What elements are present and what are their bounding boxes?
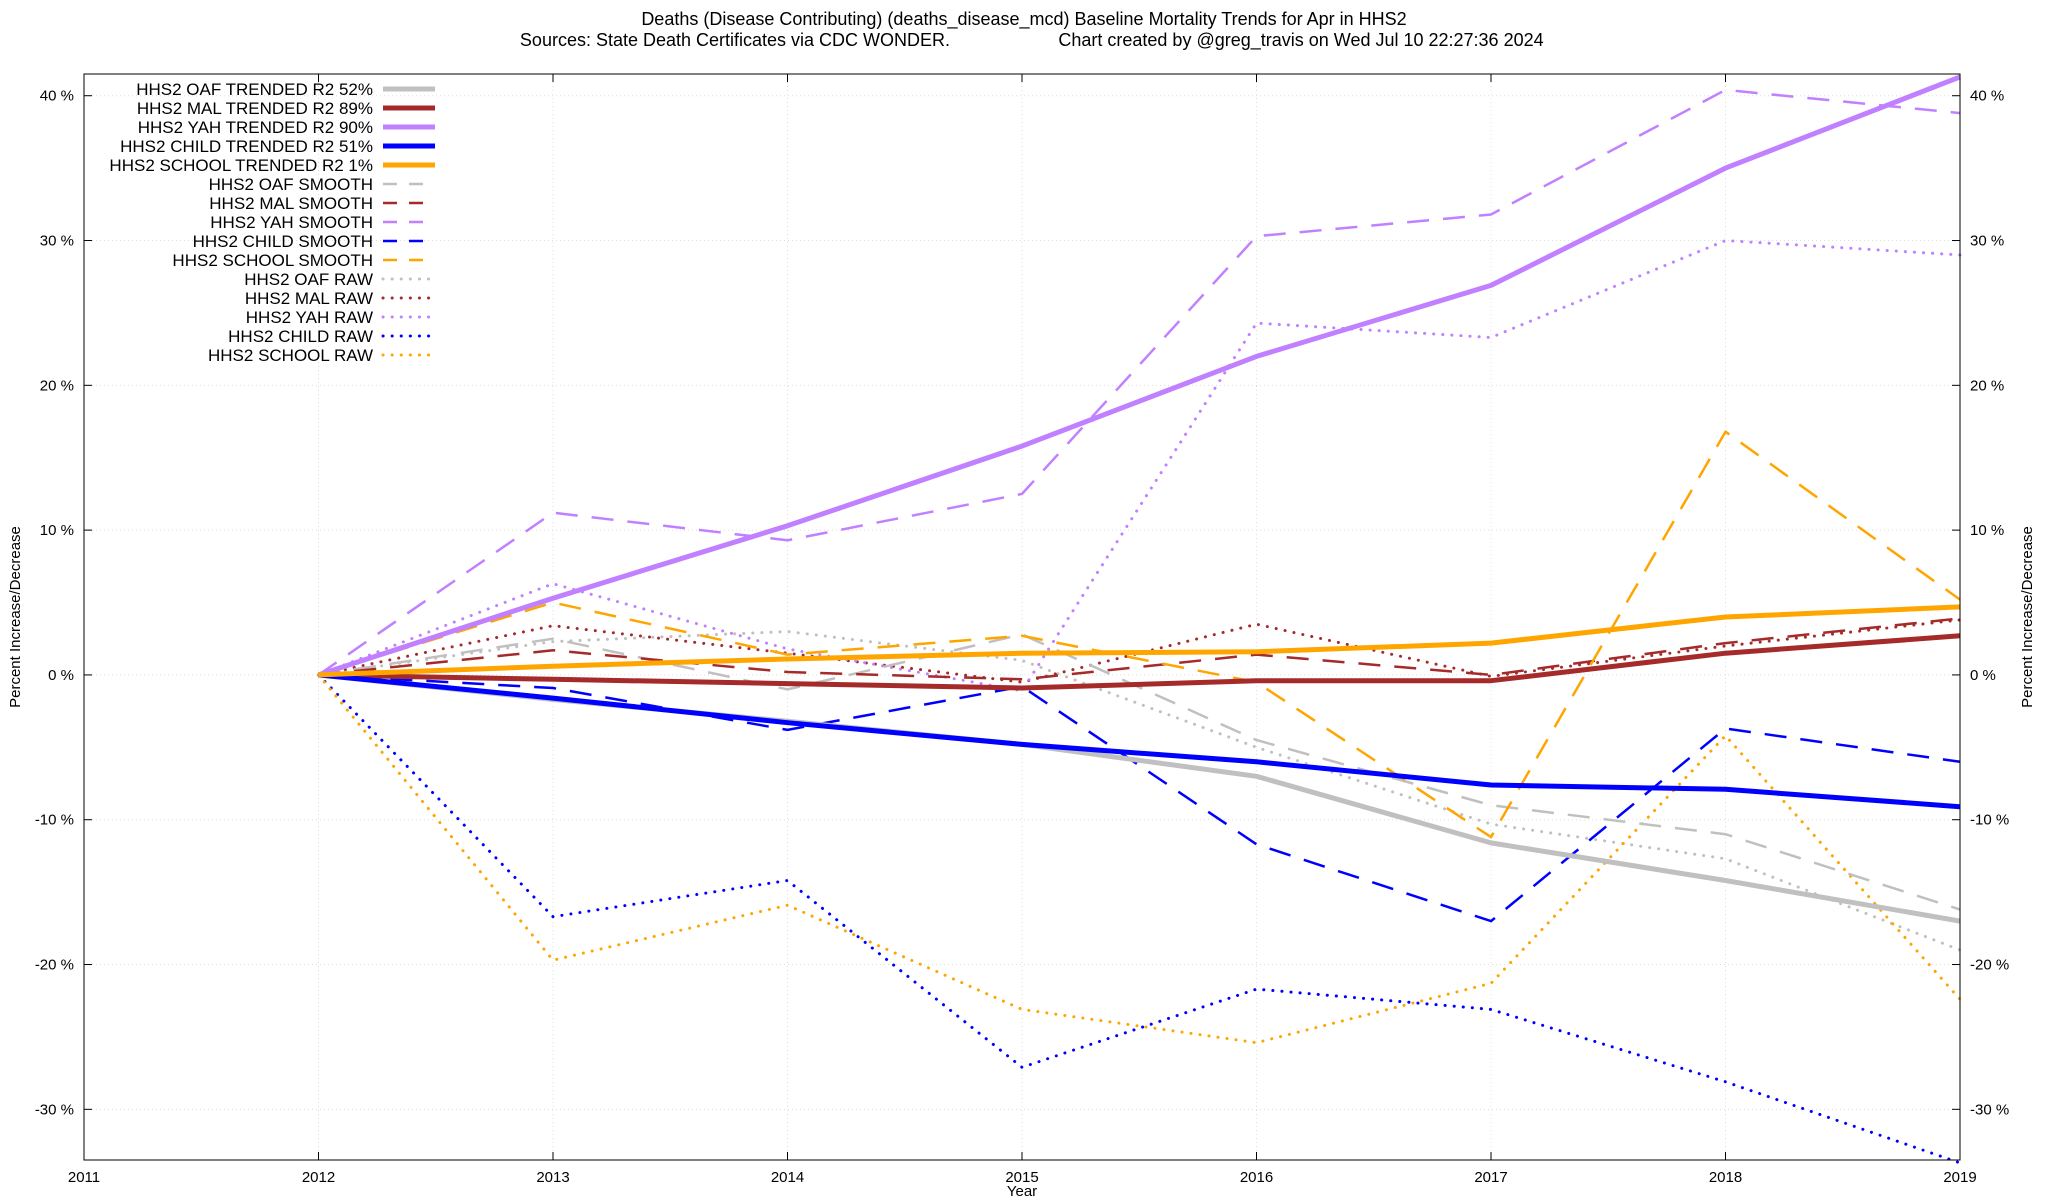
legend-label: HHS2 OAF SMOOTH (209, 175, 373, 194)
y-axis-label: Percent Increase/Decrease (7, 526, 24, 708)
chart-title: Deaths (Disease Contributing) (deaths_di… (641, 9, 1406, 30)
legend-label: HHS2 MAL TRENDED R2 89% (137, 99, 373, 118)
series-line-oaf-smooth (318, 633, 1961, 911)
series-line-child-trended (318, 672, 1961, 810)
y-tick-label: 10 % (40, 522, 74, 539)
x-axis-label: Year (1007, 1183, 1037, 1200)
series-line-oaf-raw (317, 630, 1962, 952)
series-layer (317, 74, 1962, 1165)
legend-label: HHS2 SCHOOL SMOOTH (172, 251, 373, 270)
series-line-school-smooth (318, 430, 1961, 839)
y-tick-label: -20 % (35, 957, 74, 974)
chart-subtitle-sources: Sources: State Death Certificates via CD… (520, 30, 950, 50)
y2-tick-label: 30 % (1970, 233, 2004, 250)
legend-label: HHS2 SCHOOL RAW (208, 346, 373, 365)
y2-tick-label: -20 % (1970, 957, 2009, 974)
x-tick-label: 2016 (1240, 1169, 1273, 1186)
legend-label: HHS2 CHILD RAW (228, 327, 373, 346)
x-tick-label: 2019 (1943, 1169, 1976, 1186)
y2-tick-label: -30 % (1970, 1101, 2009, 1118)
y-tick-label: 20 % (40, 377, 74, 394)
series-line-yah-raw (317, 239, 1962, 693)
x-tick-label: 2015 (1005, 1169, 1038, 1186)
x-tick-label: 2012 (302, 1169, 335, 1186)
series-line-yah-trended (317, 74, 1961, 678)
y2-tick-label: 10 % (1970, 522, 2004, 539)
series-line-child-smooth (318, 673, 1961, 923)
legend-label: HHS2 YAH SMOOTH (210, 213, 373, 232)
legend-label: HHS2 OAF RAW (244, 270, 373, 289)
axis-ticks: 2011 2012 2013 2014 2015 2016 2017 2018 2019 -30 … (35, 74, 2009, 1186)
series-line-school-raw (317, 673, 1962, 1045)
legend-label: HHS2 SCHOOL TRENDED R2 1% (109, 156, 373, 175)
y-tick-label: -10 % (35, 812, 74, 829)
legend-label: HHS2 MAL RAW (245, 289, 373, 308)
y-tick-label: 0 % (48, 667, 74, 684)
y2-tick-label: 40 % (1970, 88, 2004, 105)
series-line-mal-raw (317, 618, 1962, 684)
series-line-mal-smooth (318, 617, 1961, 681)
x-tick-label: 2018 (1709, 1169, 1742, 1186)
legend-label: HHS2 OAF TRENDED R2 52% (136, 80, 373, 99)
y2-tick-label: -10 % (1970, 812, 2009, 829)
y-tick-label: 30 % (40, 233, 74, 250)
x-tick-label: 2013 (536, 1169, 569, 1186)
x-tick-label: 2017 (1474, 1169, 1507, 1186)
chart-titles: Deaths (Disease Contributing) (deaths_di… (520, 9, 1544, 51)
axis-labels: Year Percent Increase/Decrease Percent I… (7, 526, 2036, 1200)
legend-label: HHS2 CHILD SMOOTH (193, 232, 373, 251)
series-line-yah-smooth (317, 88, 1961, 676)
legend: HHS2 OAF TRENDED R2 52%HHS2 MAL TRENDED … (109, 80, 437, 365)
series-line-school-trended (318, 604, 1961, 678)
legend-label: HHS2 CHILD TRENDED R2 51% (120, 137, 373, 156)
y2-tick-label: 0 % (1970, 667, 1996, 684)
y2-axis-label: Percent Increase/Decrease (2019, 526, 2036, 708)
y-tick-label: -30 % (35, 1101, 74, 1118)
series-line-mal-trended (318, 633, 1961, 691)
series-line-oaf-trended (318, 672, 1961, 924)
legend-label: HHS2 YAH TRENDED R2 90% (138, 118, 373, 137)
chart-subtitle-credit: Chart created by @greg_travis on Wed Jul… (1058, 30, 1543, 51)
legend-label: HHS2 MAL SMOOTH (209, 194, 373, 213)
y-tick-label: 40 % (40, 88, 74, 105)
y2-tick-label: 20 % (1970, 377, 2004, 394)
x-tick-label: 2014 (771, 1169, 804, 1186)
legend-label: HHS2 YAH RAW (246, 308, 373, 327)
series-line-child-raw (317, 673, 1962, 1165)
x-tick-label: 2011 (68, 1169, 100, 1186)
